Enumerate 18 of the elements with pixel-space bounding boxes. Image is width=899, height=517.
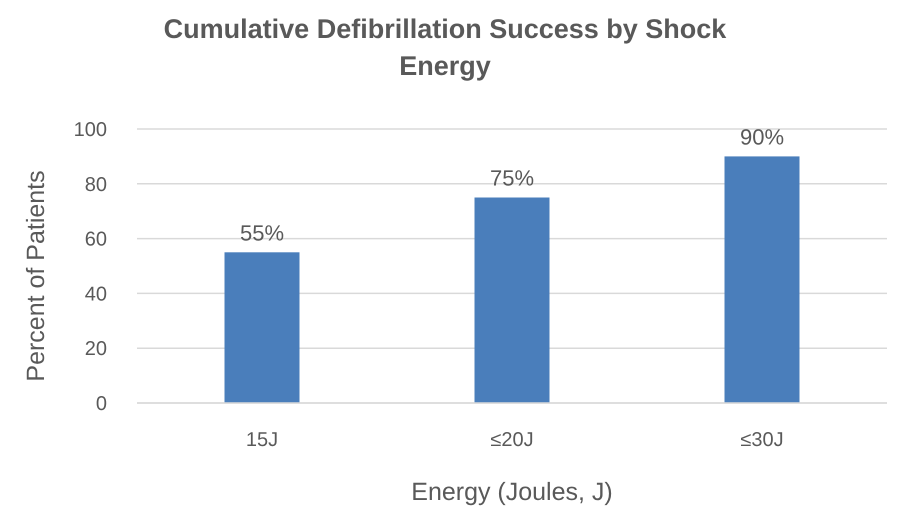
data-label: 90% (740, 124, 784, 150)
y-tick-label: 40 (84, 283, 107, 306)
y-tick-label: 20 (84, 338, 107, 360)
x-axis-title: Energy (Joules, J) (411, 478, 613, 506)
data-label: 75% (490, 166, 534, 190)
y-tick-label: 100 (74, 119, 107, 141)
data-label: 55% (240, 220, 284, 246)
bar (724, 156, 800, 403)
x-tick-label: ≤20J (490, 429, 534, 451)
y-axis-title: Percent of Patients (22, 170, 50, 382)
x-tick-label: ≤30J (740, 429, 784, 451)
bar (224, 252, 300, 403)
y-tick-label: 60 (84, 228, 107, 251)
y-tick-label: 80 (84, 174, 107, 196)
bar (474, 198, 550, 403)
x-tick-label: 15J (246, 429, 278, 451)
chart-title: Cumulative Defibrillation Success by Shock Energy (164, 14, 728, 81)
y-tick-label: 0 (96, 393, 107, 415)
